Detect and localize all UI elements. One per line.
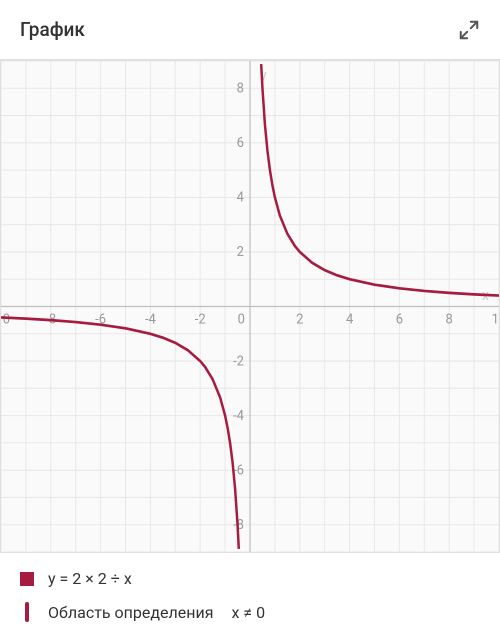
svg-text:-10: -10 bbox=[1, 312, 10, 327]
expand-icon[interactable] bbox=[458, 19, 480, 41]
svg-text:-4: -4 bbox=[233, 409, 244, 424]
svg-text:6: 6 bbox=[396, 312, 403, 327]
svg-text:2: 2 bbox=[237, 245, 245, 260]
svg-text:-4: -4 bbox=[145, 312, 156, 327]
domain-label: Область определения bbox=[48, 603, 213, 622]
legend-equation-row: y = 2 × 2 ÷ x bbox=[20, 569, 480, 588]
svg-text:10: 10 bbox=[492, 312, 499, 327]
svg-text:8: 8 bbox=[446, 312, 453, 327]
svg-text:0: 0 bbox=[238, 312, 245, 327]
domain-value: x ≠ 0 bbox=[231, 603, 265, 622]
svg-text:6: 6 bbox=[237, 136, 244, 151]
svg-text:2: 2 bbox=[296, 312, 304, 327]
svg-text:4: 4 bbox=[346, 312, 354, 327]
legend-domain-row: Область определения x ≠ 0 bbox=[20, 602, 480, 622]
equation-swatch bbox=[20, 572, 34, 586]
chart-header: График bbox=[0, 0, 500, 60]
domain-swatch bbox=[25, 602, 29, 622]
chart-title: График bbox=[20, 18, 85, 41]
chart-plot: -10-8-6-4-20246810-8-6-4-22468xy bbox=[0, 60, 500, 553]
equation-text: y = 2 × 2 ÷ x bbox=[48, 569, 132, 588]
svg-text:4: 4 bbox=[237, 190, 245, 205]
svg-text:-2: -2 bbox=[233, 354, 244, 369]
legend: y = 2 × 2 ÷ x Область определения x ≠ 0 bbox=[0, 553, 500, 634]
svg-text:8: 8 bbox=[237, 81, 244, 96]
svg-text:-2: -2 bbox=[195, 312, 206, 327]
